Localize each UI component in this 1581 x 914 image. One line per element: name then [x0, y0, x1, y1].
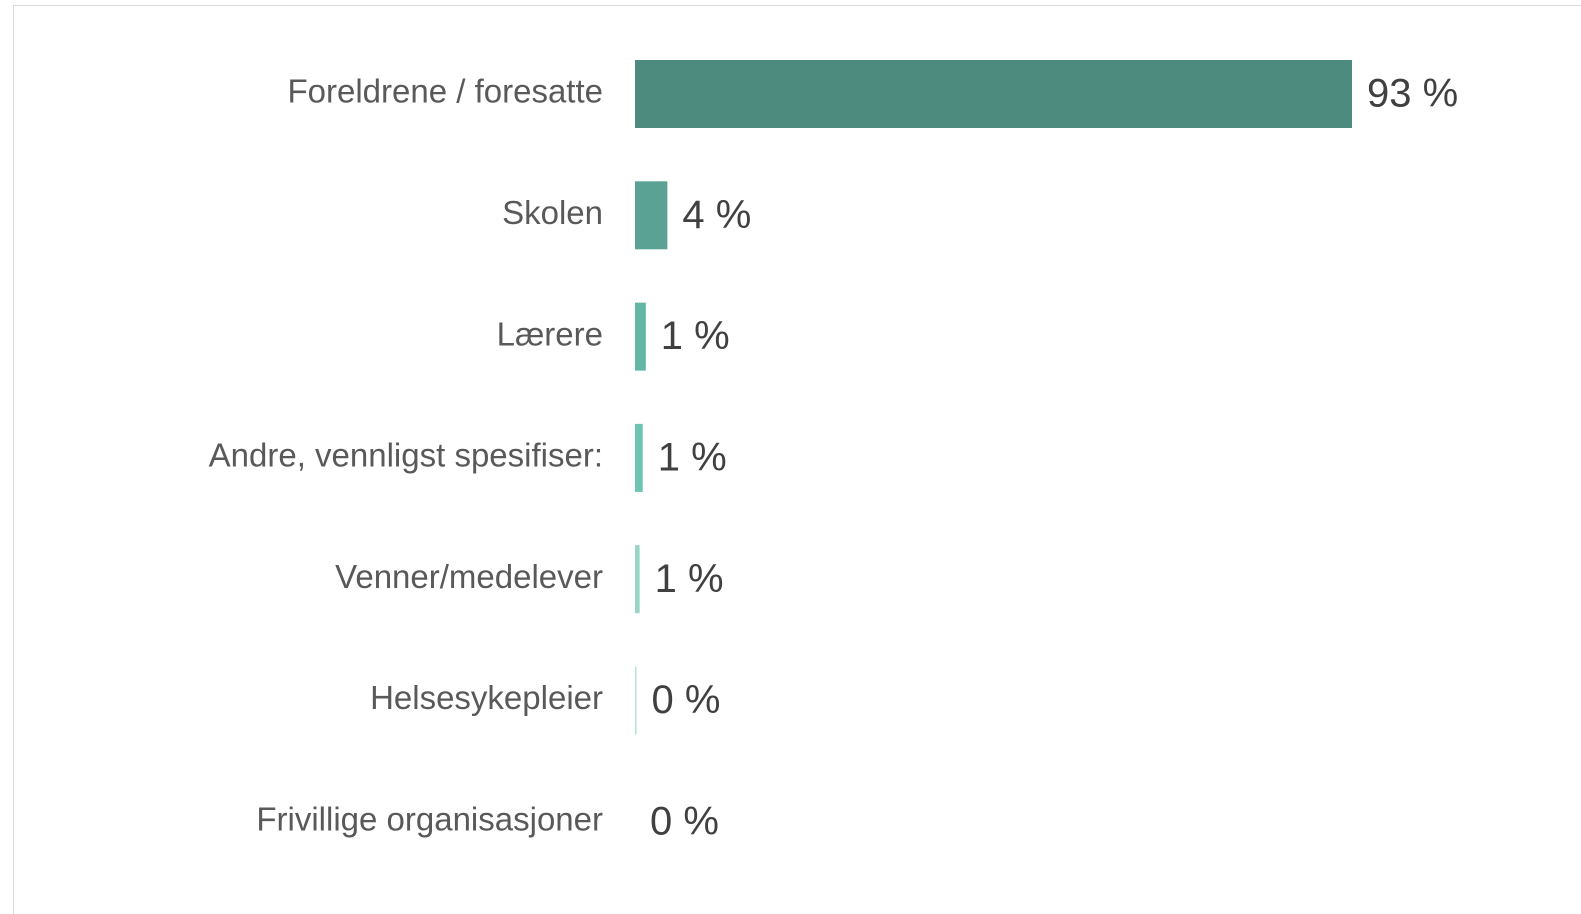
value-label: 0 %: [650, 799, 719, 843]
value-label: 1 %: [658, 435, 727, 479]
bar: [635, 545, 640, 614]
bar: [635, 60, 1352, 128]
bar: [635, 181, 668, 250]
category-label: Skolen: [502, 194, 603, 231]
bar: [635, 302, 646, 371]
bar: [635, 666, 637, 735]
category-label: Andre, vennligst spesifiser:: [209, 437, 603, 474]
value-label: 1 %: [655, 557, 724, 601]
category-label: Venner/medelever: [335, 558, 603, 595]
bar: [635, 423, 643, 492]
value-label: 1 %: [661, 314, 730, 358]
value-label: 4 %: [682, 193, 751, 237]
category-label: Helsesykepleier: [370, 679, 603, 716]
category-label: Lærere: [497, 315, 603, 352]
chart-frame: [13, 5, 1581, 914]
category-label: Foreldrene / foresatte: [288, 73, 604, 110]
value-label: 0 %: [652, 678, 721, 722]
value-label: 93 %: [1367, 72, 1458, 116]
category-label: Frivillige organisasjoner: [256, 801, 603, 838]
